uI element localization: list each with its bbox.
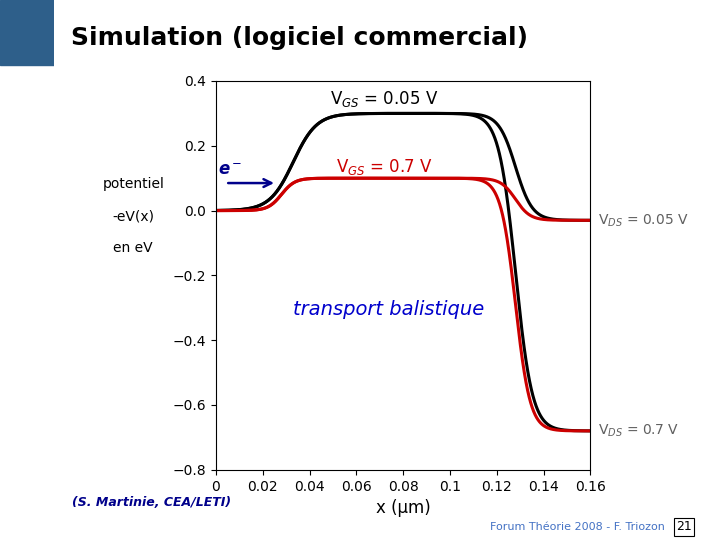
Text: V$_{GS}$ = 0.05 V: V$_{GS}$ = 0.05 V <box>330 89 438 109</box>
X-axis label: x (μm): x (μm) <box>376 499 431 517</box>
Text: V$_{DS}$ = 0.05 V: V$_{DS}$ = 0.05 V <box>598 212 688 228</box>
Bar <box>0 0 54 65</box>
Text: (S. Martinie, CEA/LETI): (S. Martinie, CEA/LETI) <box>72 496 231 509</box>
Text: en eV: en eV <box>113 241 153 255</box>
Text: 21: 21 <box>676 520 692 533</box>
Text: V$_{GS}$ = 0.7 V: V$_{GS}$ = 0.7 V <box>336 157 433 177</box>
Text: transport balistique: transport balistique <box>293 300 485 319</box>
Text: potentiel: potentiel <box>102 177 164 191</box>
Text: Forum Théorie 2008 - F. Triozon: Forum Théorie 2008 - F. Triozon <box>490 522 665 531</box>
Text: Simulation (logiciel commercial): Simulation (logiciel commercial) <box>71 26 528 50</box>
Text: e$^-$: e$^-$ <box>218 161 243 179</box>
Text: V$_{DS}$ = 0.7 V: V$_{DS}$ = 0.7 V <box>598 423 678 439</box>
Text: -eV(x): -eV(x) <box>112 209 154 223</box>
